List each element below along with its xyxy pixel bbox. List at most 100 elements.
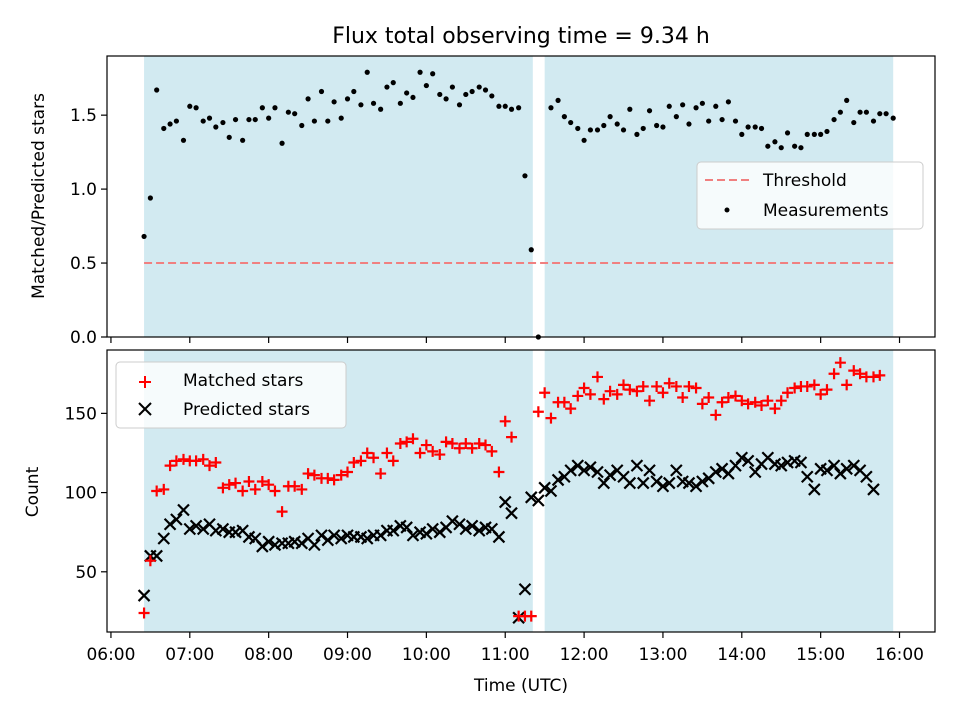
matched-stars-point <box>631 385 643 397</box>
measurements-point <box>706 118 712 124</box>
measurements-point <box>390 80 396 86</box>
measurements-point <box>180 137 187 143</box>
predicted-stars-point <box>636 476 650 490</box>
measurements-point <box>883 111 889 117</box>
matched-legend-swatch <box>139 376 151 388</box>
measurements-point <box>311 118 317 124</box>
measurements-point <box>147 195 153 201</box>
matched-stars-point <box>249 483 261 495</box>
predicted-stars-point <box>597 476 611 490</box>
measurements-point <box>778 145 784 151</box>
predicted-stars-point <box>426 522 439 536</box>
count-observing-window-1 <box>544 350 894 632</box>
measurements-point <box>745 124 751 130</box>
ratio-observing-window-0 <box>144 56 533 337</box>
measurements-point <box>502 103 508 109</box>
predicted-stars-point <box>544 484 558 498</box>
measurements-point <box>634 131 640 137</box>
x-tick-label: 08:00 <box>244 645 293 665</box>
measurements-point <box>508 106 515 112</box>
measurements-point <box>292 111 298 117</box>
matched-stars-point <box>841 379 853 391</box>
predicted-stars-point <box>472 524 486 537</box>
measurements-point <box>338 115 344 121</box>
measurements-point <box>594 127 601 133</box>
matched-stars-point <box>808 379 820 391</box>
measurements-point <box>370 100 377 106</box>
predicted-stars-point <box>137 589 151 602</box>
predicted-stars-point <box>603 468 617 482</box>
ratio-legend-box <box>696 161 924 230</box>
measurements-point <box>167 121 173 127</box>
matched-stars-point <box>710 409 722 421</box>
ratio-axes-frame <box>106 55 936 338</box>
measurements-point <box>344 96 351 102</box>
predicted-stars-point <box>315 529 328 542</box>
predicted-stars-point <box>551 473 565 487</box>
measurements-point <box>877 111 883 117</box>
matched-stars-point <box>322 472 334 484</box>
ratio-y-tick-label: 1.5 <box>70 106 97 126</box>
matched-stars-point <box>769 403 781 415</box>
predicted-stars-point <box>518 582 532 596</box>
matched-stars-point <box>387 455 399 467</box>
measurements-point <box>784 130 791 136</box>
predicted-stars-point <box>327 529 341 542</box>
measurements-point <box>561 114 567 120</box>
measurements-point <box>765 143 771 149</box>
ratio-panel: 0.0 0.5 1.0 1.5 Matched/Predicted stars Thr… <box>29 55 936 348</box>
measurements-point <box>811 131 817 137</box>
matched-stars-point <box>867 371 879 383</box>
measurements-point <box>331 99 337 105</box>
matched-stars-point <box>381 447 393 459</box>
ratio-y-tick-label: 1.0 <box>70 180 97 200</box>
predicted-stars-point <box>650 475 663 488</box>
x-tick-label: 16:00 <box>875 645 924 665</box>
predicted-legend-swatch <box>138 402 152 416</box>
matched-stars-point <box>138 607 150 619</box>
measurements-point <box>423 82 429 89</box>
x-tick-label: 14:00 <box>717 645 766 665</box>
predicted-stars-point <box>157 532 171 545</box>
matched-stars-point <box>532 406 544 418</box>
measurements-point <box>397 100 403 106</box>
matched-stars-point <box>243 475 255 487</box>
matched-stars-point <box>335 469 347 481</box>
matched-stars-point <box>716 396 728 408</box>
measurements-point <box>476 84 482 90</box>
predicted-stars-point <box>577 464 591 477</box>
matched-stars-point <box>486 445 498 457</box>
measurements-point <box>240 137 246 143</box>
measurements-point <box>305 96 311 102</box>
predicted-stars-point <box>334 532 348 545</box>
measurements-point <box>489 93 495 99</box>
measurements-point <box>252 116 258 123</box>
measurements-point <box>325 118 331 124</box>
matched-stars-point <box>210 456 222 468</box>
predicted-stars-point <box>256 540 269 553</box>
matched-stars-point <box>801 380 813 392</box>
matched-stars-point <box>565 403 577 415</box>
measurements-point <box>844 97 850 103</box>
measurements-point <box>666 103 672 109</box>
measurements-point <box>792 143 798 149</box>
matched-stars-point <box>545 412 557 424</box>
measurements-point <box>548 105 554 111</box>
measurements-point <box>516 105 522 111</box>
matched-stars-point <box>466 442 478 454</box>
measurements-point <box>193 105 199 111</box>
matched-stars-point <box>703 392 715 404</box>
matched-stars-point <box>197 453 209 465</box>
predicted-stars-point <box>420 527 433 541</box>
measurements-legend-label: Measurements <box>763 201 889 221</box>
predicted-stars-point <box>453 517 466 531</box>
measurements-point <box>279 140 285 146</box>
measurements-point <box>607 114 613 120</box>
x-tick-label: 13:00 <box>638 645 687 665</box>
measurements-point <box>680 102 686 108</box>
measurements-point <box>173 118 179 124</box>
matched-stars-point <box>572 390 584 402</box>
measurements-point <box>232 116 239 123</box>
matched-stars-point <box>821 384 833 396</box>
